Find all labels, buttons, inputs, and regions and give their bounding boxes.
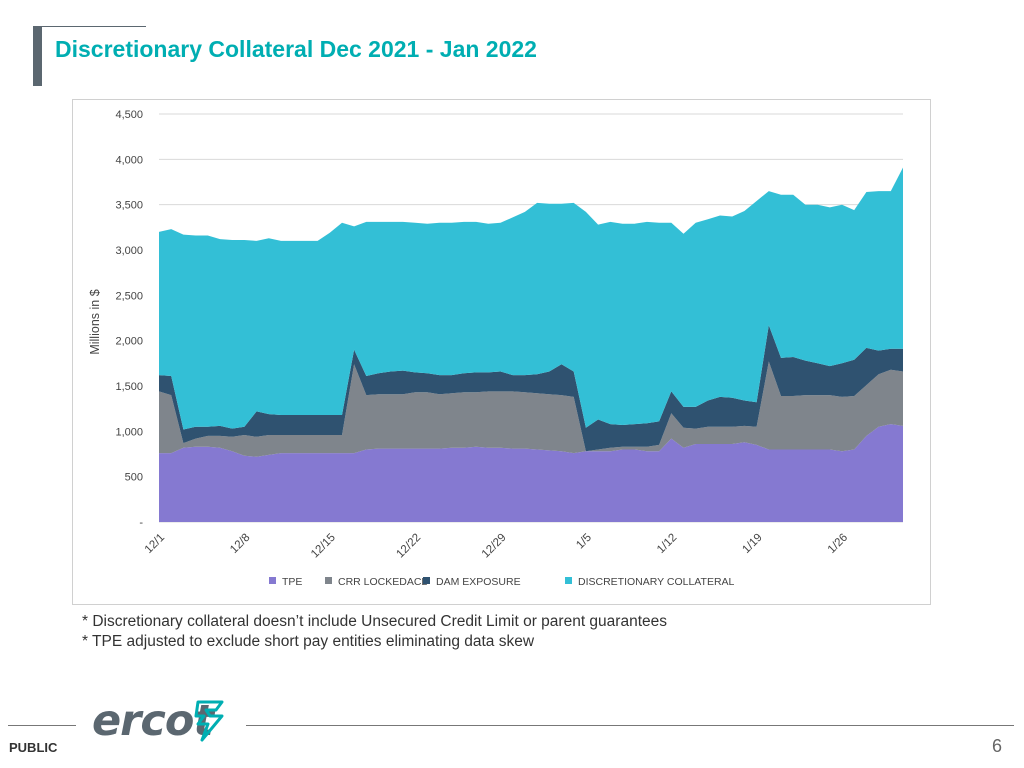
y-tick-label: 4,500 [115,109,143,121]
legend-swatch [269,577,276,584]
page-number: 6 [991,736,1002,756]
footer-divider-right [246,725,1014,726]
x-tick-label: 12/1 [143,532,167,556]
x-tick-label: 12/15 [309,532,338,561]
y-axis: - 500 1,000 1,500 2,000 2,500 3,000 3,500 4,000 4… [115,109,143,529]
stacked-area-chart: - 500 1,000 1,500 2,000 2,500 3,000 3,500 4,000 4… [88,109,903,588]
y-axis-label: Millions in $ [88,289,102,354]
x-tick-label: 12/8 [228,532,252,556]
x-tick-label: 1/12 [655,532,679,556]
x-tick-label: 1/19 [740,532,764,556]
x-tick-label: 12/22 [394,532,423,561]
legend-swatch [565,577,572,584]
legend-label: CRR LOCKEDACL [338,576,427,588]
x-axis: 12/1 12/8 12/15 12/22 12/29 1/5 1/12 1/19 1/26 [143,532,850,561]
y-tick-label: 1,500 [115,381,143,393]
footnote-2: * TPE adjusted to exclude short pay enti… [82,633,535,650]
legend-label: TPE [282,576,302,588]
footnote-1: * Discretionary collateral doesn’t inclu… [82,613,667,630]
y-tick-label: 4,000 [115,154,143,166]
x-tick-label: 1/26 [826,532,850,556]
legend-label: DISCRETIONARY COLLATERAL [578,576,735,588]
logo-wordmark: ercot [92,696,214,746]
y-tick-label: 3,000 [115,245,143,257]
chart-legend: TPE CRR LOCKEDACL DAM EXPOSURE DISCRETIONAR… [269,576,735,588]
y-tick-label: 3,500 [115,200,143,212]
ercot-logo: ercot [92,696,224,746]
public-label: PUBLIC [9,740,58,755]
title-accent-bar [33,26,42,86]
logo-emblem-icon [194,700,224,742]
y-tick-label: 500 [125,472,143,484]
y-tick-label: 2,000 [115,336,143,348]
legend-swatch [423,577,430,584]
area-crr-lockedacl [159,361,903,457]
legend-swatch [325,577,332,584]
x-tick-label: 12/29 [480,532,509,561]
title-accent-line [42,26,146,27]
y-tick-label: 2,500 [115,290,143,302]
legend-label: DAM EXPOSURE [436,576,521,588]
y-tick-label: - [139,517,143,529]
area-dam-exposure [159,325,903,452]
page-title: Discretionary Collateral Dec 2021 - Jan … [55,36,537,62]
x-tick-label: 1/5 [574,532,594,552]
y-tick-label: 1,000 [115,426,143,438]
footer-divider-left [8,725,76,726]
area-discretionary-collateral [159,167,903,430]
chart-areas [159,167,903,522]
footnotes: * Discretionary collateral doesn’t inclu… [82,612,667,652]
area-tpe [159,424,903,522]
